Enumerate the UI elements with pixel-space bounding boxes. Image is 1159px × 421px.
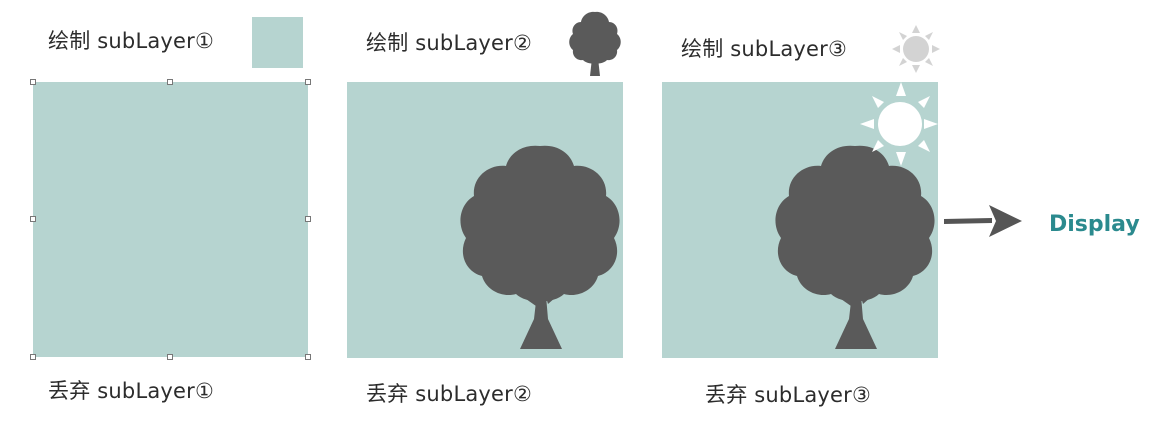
tree-icon [569,11,621,76]
sun-icon [892,25,940,73]
resize-handle-top-left[interactable] [30,79,36,85]
resize-handle-bottom-right[interactable] [305,354,311,360]
discard-label-3: 丢弃 subLayer③ [705,383,872,407]
draw-label-3: 绘制 subLayer③ [681,37,848,61]
tree-icon [460,145,620,349]
sun-icon [860,82,938,166]
draw-label-2: 绘制 subLayer② [366,31,533,55]
resize-handle-middle-left[interactable] [30,216,36,222]
resize-handle-middle-right[interactable] [305,216,311,222]
sublayer-1-canvas [33,82,308,357]
draw-label-1: 绘制 subLayer① [48,29,215,53]
tree-icon [775,145,935,349]
resize-handle-bottom-middle[interactable] [167,354,173,360]
discard-label-1: 丢弃 subLayer① [48,379,215,403]
resize-handle-top-middle[interactable] [167,79,173,85]
display-label: Display [1049,212,1140,237]
arrow-right-icon [944,205,1022,237]
discard-label-2: 丢弃 subLayer② [366,382,533,406]
sublayer-2-canvas [347,82,623,358]
teal-square-icon [252,17,303,68]
resize-handle-bottom-left[interactable] [30,354,36,360]
sublayer-3-canvas [662,82,938,358]
resize-handle-top-right[interactable] [305,79,311,85]
